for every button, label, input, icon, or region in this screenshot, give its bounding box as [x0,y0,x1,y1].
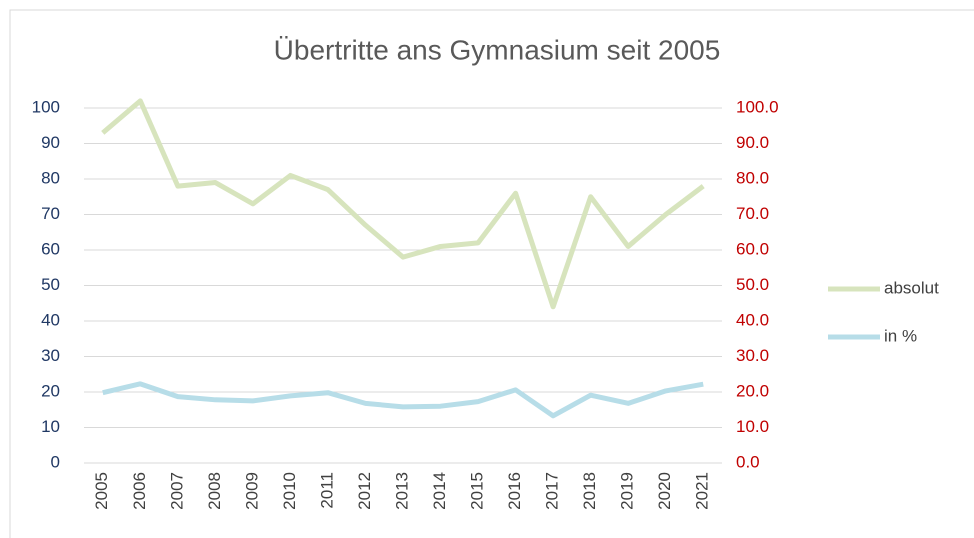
legend-label: absolut [884,278,939,297]
y-tick-label: 50 [41,275,60,294]
x-tick-label: 2011 [317,472,336,509]
y2-tick-label: 50.0 [736,275,769,294]
y-tick-label: 10 [41,417,60,436]
x-tick-label: 2006 [130,472,149,510]
y-tick-label: 0 [51,452,60,471]
x-tick-label: 2008 [205,472,224,510]
y2-tick-label: 10.0 [736,417,769,436]
y2-tick-label: 20.0 [736,381,769,400]
x-tick-label: 2013 [392,472,411,510]
y-tick-label: 90 [41,133,60,152]
x-tick-label: 2018 [580,472,599,510]
y-tick-label: 70 [41,204,60,223]
y2-tick-label: 70.0 [736,204,769,223]
x-tick-label: 2005 [92,472,111,510]
y-tick-label: 80 [41,168,60,187]
x-tick-label: 2009 [242,472,261,510]
chart-border [9,9,974,538]
x-tick-label: 2014 [430,472,449,510]
legend-label: in % [884,326,917,345]
y2-tick-label: 0.0 [736,452,760,471]
chart-title: Übertritte ans Gymnasium seit 2005 [274,34,721,65]
y-tick-label: 60 [41,239,60,258]
y-tick-label: 20 [41,381,60,400]
x-tick-label: 2020 [655,472,674,510]
y2-tick-label: 60.0 [736,239,769,258]
y2-tick-label: 30.0 [736,346,769,365]
x-tick-label: 2021 [693,472,712,510]
x-tick-label: 2016 [505,472,524,510]
x-tick-label: 2012 [355,472,374,510]
series-line [102,381,704,419]
y-tick-label: 100 [32,97,60,116]
y2-tick-label: 40.0 [736,310,769,329]
x-tick-label: 2019 [618,472,637,510]
x-tick-label: 2007 [167,472,186,510]
x-tick-label: 2015 [468,472,487,510]
x-tick-label: 2017 [543,472,562,510]
series-line [101,98,705,310]
x-tick-label: 2010 [280,472,299,510]
y2-tick-label: 100.0 [736,97,779,116]
y2-tick-label: 80.0 [736,168,769,187]
y2-tick-label: 90.0 [736,133,769,152]
y-tick-label: 30 [41,346,60,365]
y-tick-label: 40 [41,310,60,329]
